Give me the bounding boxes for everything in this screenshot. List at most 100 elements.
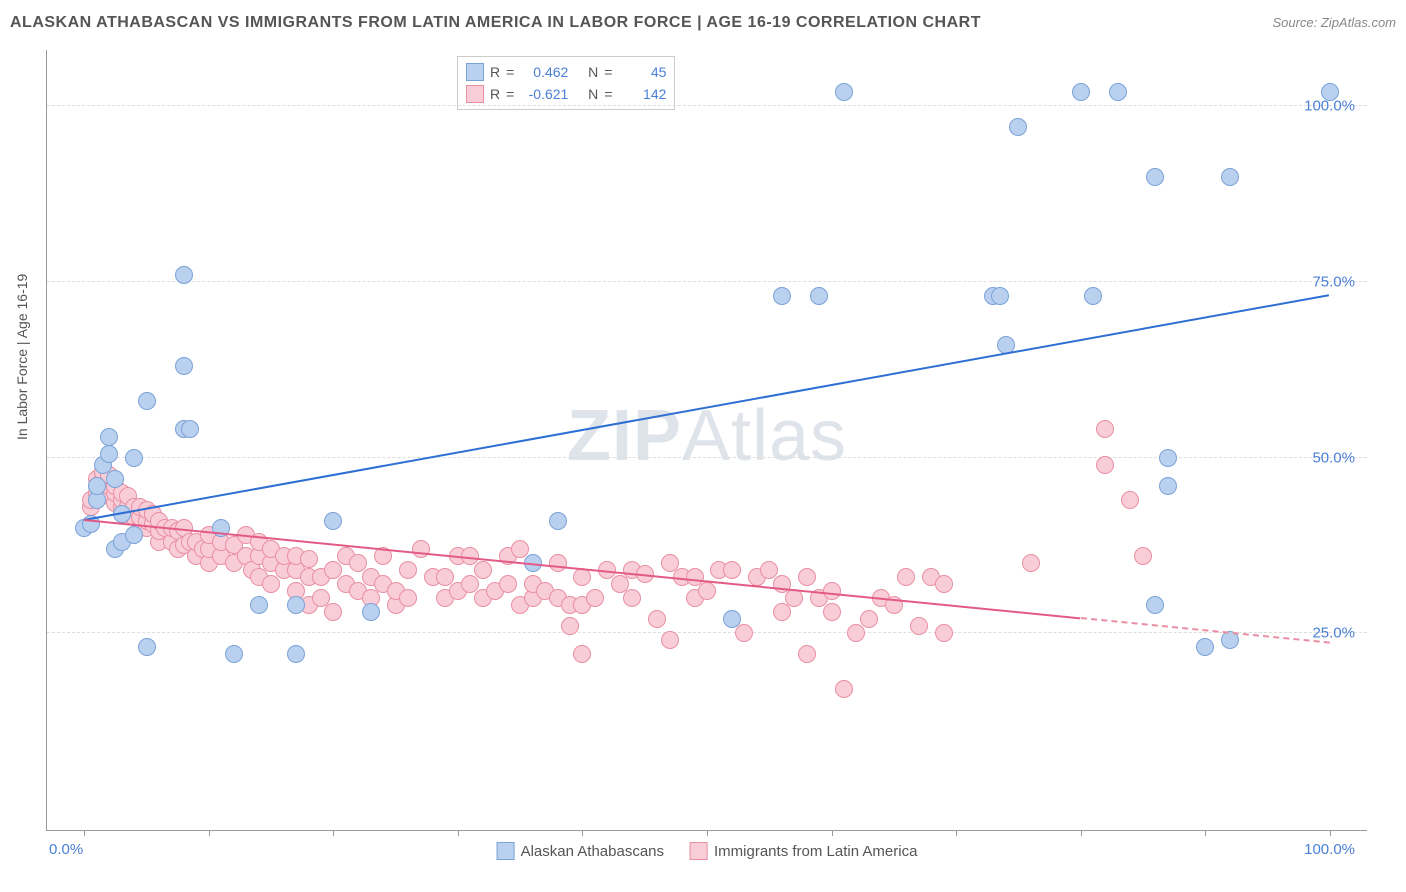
equals-sign: = [506, 86, 514, 102]
series-b-label: Immigrants from Latin America [714, 843, 917, 860]
data-point-series-b [1121, 491, 1139, 509]
data-point-series-b [935, 575, 953, 593]
data-point-series-a [991, 287, 1009, 305]
data-point-series-b [499, 575, 517, 593]
data-point-series-a [1321, 83, 1339, 101]
swatch-series-a [497, 842, 515, 860]
x-tick [582, 830, 583, 836]
legend-item-a: Alaskan Athabascans [497, 842, 664, 860]
data-point-series-b [1022, 554, 1040, 572]
data-point-series-a [287, 596, 305, 614]
legend-row-series-b: R = -0.621 N = 142 [466, 83, 666, 105]
data-point-series-a [175, 266, 193, 284]
data-point-series-a [138, 638, 156, 656]
data-point-series-b [399, 561, 417, 579]
legend-correlation-stats: R = 0.462 N = 45 R = -0.621 N = 142 [457, 56, 675, 110]
data-point-series-a [138, 392, 156, 410]
data-point-series-a [324, 512, 342, 530]
data-point-series-b [474, 561, 492, 579]
stat-n-label: N [588, 64, 598, 80]
equals-sign: = [506, 64, 514, 80]
data-point-series-b [698, 582, 716, 600]
data-point-series-a [100, 428, 118, 446]
data-point-series-a [100, 445, 118, 463]
stat-n-value-b: 142 [618, 86, 666, 102]
data-point-series-b [549, 554, 567, 572]
stat-r-value-b: -0.621 [520, 86, 568, 102]
scatter-plot-area: ZIPAtlas R = 0.462 N = 45 R = -0.621 N =… [46, 50, 1367, 831]
data-point-series-a [250, 596, 268, 614]
stat-n-value-a: 45 [618, 64, 666, 80]
data-point-series-b [1096, 420, 1114, 438]
data-point-series-a [362, 603, 380, 621]
x-axis-max-label: 100.0% [1304, 841, 1355, 858]
data-point-series-b [648, 610, 666, 628]
trendline [84, 294, 1330, 521]
data-point-series-b [1134, 547, 1152, 565]
data-point-series-a [106, 470, 124, 488]
data-point-series-a [287, 645, 305, 663]
watermark-bold: ZIP [567, 396, 682, 476]
x-tick [333, 830, 334, 836]
data-point-series-a [1146, 168, 1164, 186]
data-point-series-b [623, 589, 641, 607]
y-tick-label: 75.0% [1312, 273, 1355, 290]
data-point-series-b [412, 540, 430, 558]
data-point-series-b [935, 624, 953, 642]
data-point-series-a [723, 610, 741, 628]
data-point-series-b [798, 645, 816, 663]
series-a-label: Alaskan Athabascans [521, 843, 664, 860]
data-point-series-a [125, 526, 143, 544]
data-point-series-b [723, 561, 741, 579]
data-point-series-a [773, 287, 791, 305]
legend-series-names: Alaskan Athabascans Immigrants from Lati… [497, 842, 918, 860]
data-point-series-a [549, 512, 567, 530]
legend-row-series-a: R = 0.462 N = 45 [466, 61, 666, 83]
x-tick [956, 830, 957, 836]
x-tick [1205, 830, 1206, 836]
x-tick [1081, 830, 1082, 836]
chart-title: ALASKAN ATHABASCAN VS IMMIGRANTS FROM LA… [10, 14, 981, 32]
data-point-series-b [324, 603, 342, 621]
data-point-series-b [1096, 456, 1114, 474]
stat-r-label: R [490, 64, 500, 80]
data-point-series-b [835, 680, 853, 698]
gridline-h [47, 105, 1367, 106]
y-axis-label: In Labor Force | Age 16-19 [14, 274, 30, 440]
data-point-series-a [1159, 449, 1177, 467]
data-point-series-a [1196, 638, 1214, 656]
data-point-series-a [1009, 118, 1027, 136]
data-point-series-b [661, 631, 679, 649]
equals-sign: = [604, 86, 612, 102]
data-point-series-a [175, 357, 193, 375]
source-attribution: Source: ZipAtlas.com [1272, 15, 1396, 30]
x-tick [832, 830, 833, 836]
data-point-series-a [1159, 477, 1177, 495]
x-tick [84, 830, 85, 836]
data-point-series-a [1084, 287, 1102, 305]
data-point-series-b [860, 610, 878, 628]
data-point-series-a [1146, 596, 1164, 614]
legend-item-b: Immigrants from Latin America [690, 842, 917, 860]
data-point-series-b [847, 624, 865, 642]
data-point-series-b [262, 575, 280, 593]
data-point-series-b [399, 589, 417, 607]
y-tick-label: 50.0% [1312, 449, 1355, 466]
stat-r-label: R [490, 86, 500, 102]
data-point-series-a [88, 477, 106, 495]
data-point-series-b [823, 603, 841, 621]
stat-r-value-a: 0.462 [520, 64, 568, 80]
x-tick [458, 830, 459, 836]
data-point-series-b [561, 617, 579, 635]
data-point-series-b [910, 617, 928, 635]
equals-sign: = [604, 64, 612, 80]
data-point-series-b [586, 589, 604, 607]
gridline-h [47, 632, 1367, 633]
data-point-series-b [897, 568, 915, 586]
data-point-series-b [735, 624, 753, 642]
data-point-series-a [1109, 83, 1127, 101]
data-point-series-b [573, 645, 591, 663]
data-point-series-a [810, 287, 828, 305]
data-point-series-b [823, 582, 841, 600]
data-point-series-b [773, 603, 791, 621]
